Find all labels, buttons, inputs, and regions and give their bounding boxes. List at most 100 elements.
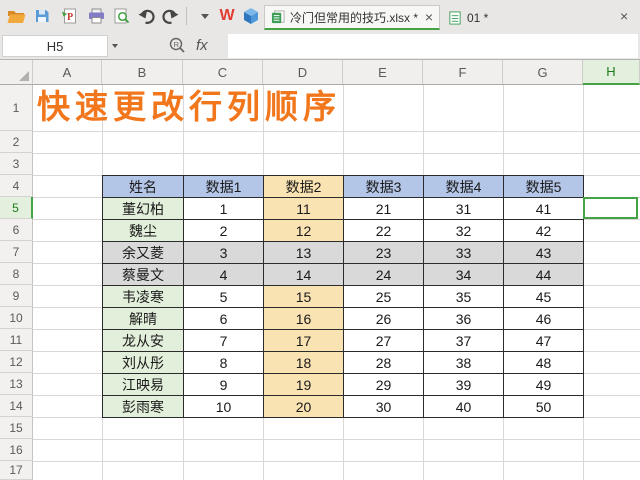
document-tab-inactive[interactable]: 01 * [442, 5, 504, 30]
table-header-cell[interactable]: 数据1 [183, 175, 264, 198]
redo-icon[interactable] [159, 4, 181, 28]
table-value-cell[interactable]: 35 [423, 285, 504, 308]
table-value-cell[interactable]: 46 [503, 307, 584, 330]
row-header-9[interactable]: 9 [0, 285, 33, 307]
table-value-cell[interactable]: 45 [503, 285, 584, 308]
table-value-cell[interactable]: 28 [343, 351, 424, 374]
table-name-cell[interactable]: 江映易 [102, 373, 184, 396]
print-icon[interactable] [85, 4, 107, 28]
table-value-cell[interactable]: 1 [183, 197, 264, 220]
save-icon[interactable] [31, 4, 53, 28]
table-value-cell[interactable]: 12 [263, 219, 344, 242]
table-value-cell[interactable]: 16 [263, 307, 344, 330]
table-value-cell[interactable]: 8 [183, 351, 264, 374]
column-header-C[interactable]: C [183, 60, 263, 84]
column-header-G[interactable]: G [503, 60, 583, 84]
tab-close-icon[interactable]: × [424, 9, 433, 25]
tabbar-close-icon[interactable]: × [620, 8, 629, 24]
sheet-title-cell[interactable]: 快速更改行列顺序 [37, 88, 341, 125]
wps-3d-cube-icon[interactable] [240, 4, 262, 28]
table-header-cell[interactable]: 数据2 [263, 175, 344, 198]
table-name-cell[interactable]: 董幻柏 [102, 197, 184, 220]
table-value-cell[interactable]: 11 [263, 197, 344, 220]
table-value-cell[interactable]: 33 [423, 241, 504, 264]
toolbar-more-dropdown-icon[interactable] [194, 4, 216, 28]
table-value-cell[interactable]: 26 [343, 307, 424, 330]
table-name-cell[interactable]: 韦凌寒 [102, 285, 184, 308]
name-box-dropdown-icon[interactable] [112, 44, 118, 48]
row-header-15[interactable]: 15 [0, 417, 33, 439]
table-value-cell[interactable]: 19 [263, 373, 344, 396]
table-value-cell[interactable]: 40 [423, 395, 504, 418]
column-header-F[interactable]: F [423, 60, 503, 84]
table-value-cell[interactable]: 29 [343, 373, 424, 396]
table-value-cell[interactable]: 23 [343, 241, 424, 264]
table-value-cell[interactable]: 14 [263, 263, 344, 286]
column-header-A[interactable]: A [33, 60, 102, 84]
row-header-11[interactable]: 11 [0, 329, 33, 351]
row-header-13[interactable]: 13 [0, 373, 33, 395]
export-pdf-icon[interactable]: P [58, 4, 80, 28]
document-tab-active[interactable]: 冷门但常用的技巧.xlsx * × [264, 5, 440, 30]
table-value-cell[interactable]: 24 [343, 263, 424, 286]
table-value-cell[interactable]: 37 [423, 329, 504, 352]
table-value-cell[interactable]: 22 [343, 219, 424, 242]
table-header-cell[interactable]: 数据3 [343, 175, 424, 198]
table-value-cell[interactable]: 10 [183, 395, 264, 418]
table-value-cell[interactable]: 4 [183, 263, 264, 286]
row-header-5[interactable]: 5 [0, 197, 33, 219]
column-header-H[interactable]: H [583, 60, 640, 85]
table-value-cell[interactable]: 17 [263, 329, 344, 352]
table-name-cell[interactable]: 龙从安 [102, 329, 184, 352]
table-value-cell[interactable]: 39 [423, 373, 504, 396]
table-value-cell[interactable]: 44 [503, 263, 584, 286]
table-name-cell[interactable]: 解晴 [102, 307, 184, 330]
insert-function-button[interactable]: fx [196, 37, 208, 54]
formula-input[interactable] [228, 34, 638, 58]
table-value-cell[interactable]: 21 [343, 197, 424, 220]
select-all-corner[interactable] [0, 60, 33, 84]
row-header-10[interactable]: 10 [0, 307, 33, 329]
table-value-cell[interactable]: 13 [263, 241, 344, 264]
row-header-14[interactable]: 14 [0, 395, 33, 417]
table-value-cell[interactable]: 2 [183, 219, 264, 242]
table-value-cell[interactable]: 47 [503, 329, 584, 352]
row-header-8[interactable]: 8 [0, 263, 33, 285]
table-value-cell[interactable]: 7 [183, 329, 264, 352]
table-value-cell[interactable]: 31 [423, 197, 504, 220]
row-header-16[interactable]: 16 [0, 439, 33, 461]
table-value-cell[interactable]: 6 [183, 307, 264, 330]
table-value-cell[interactable]: 41 [503, 197, 584, 220]
undo-icon[interactable] [135, 4, 157, 28]
table-value-cell[interactable]: 25 [343, 285, 424, 308]
row-header-7[interactable]: 7 [0, 241, 33, 263]
table-name-cell[interactable]: 刘从彤 [102, 351, 184, 374]
table-value-cell[interactable]: 38 [423, 351, 504, 374]
table-header-cell[interactable]: 数据4 [423, 175, 504, 198]
table-value-cell[interactable]: 20 [263, 395, 344, 418]
open-icon[interactable] [5, 4, 27, 28]
row-header-1[interactable]: 1 [0, 85, 33, 131]
table-value-cell[interactable]: 32 [423, 219, 504, 242]
table-value-cell[interactable]: 34 [423, 263, 504, 286]
table-header-cell[interactable]: 姓名 [102, 175, 184, 198]
table-value-cell[interactable]: 27 [343, 329, 424, 352]
table-value-cell[interactable]: 36 [423, 307, 504, 330]
table-value-cell[interactable]: 48 [503, 351, 584, 374]
row-header-17[interactable]: 17 [0, 461, 33, 480]
table-value-cell[interactable]: 15 [263, 285, 344, 308]
row-header-6[interactable]: 6 [0, 219, 33, 241]
column-header-D[interactable]: D [263, 60, 343, 84]
table-value-cell[interactable]: 3 [183, 241, 264, 264]
table-header-cell[interactable]: 数据5 [503, 175, 584, 198]
table-value-cell[interactable]: 42 [503, 219, 584, 242]
table-value-cell[interactable]: 5 [183, 285, 264, 308]
row-header-12[interactable]: 12 [0, 351, 33, 373]
table-name-cell[interactable]: 彭雨寒 [102, 395, 184, 418]
wps-writer-icon[interactable]: W [219, 7, 235, 24]
table-value-cell[interactable]: 50 [503, 395, 584, 418]
column-header-B[interactable]: B [102, 60, 183, 84]
table-value-cell[interactable]: 43 [503, 241, 584, 264]
table-value-cell[interactable]: 30 [343, 395, 424, 418]
active-cell-selection[interactable] [583, 197, 638, 219]
